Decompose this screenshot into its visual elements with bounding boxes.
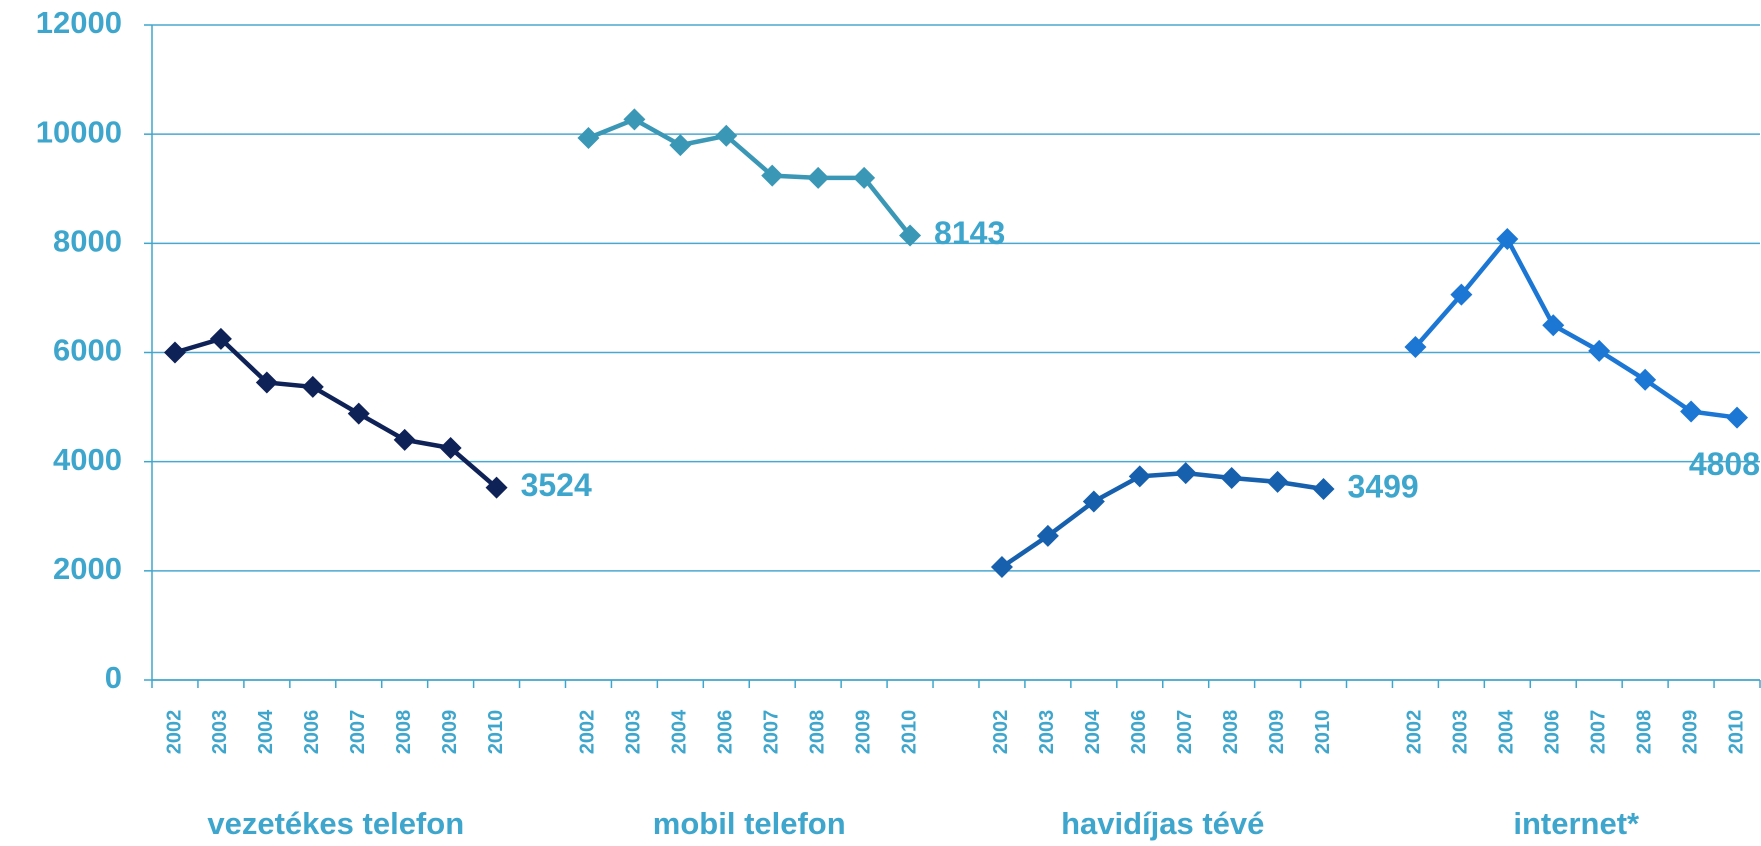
marker (163, 341, 186, 364)
data-label: 3524 (521, 467, 592, 503)
marker (899, 224, 922, 247)
x-tick-label: 2009 (1679, 710, 1701, 755)
x-tick-label: 2003 (209, 710, 231, 755)
x-tick-label: 2009 (1266, 710, 1288, 755)
marker (853, 166, 876, 189)
x-tick-label: 2003 (1036, 710, 1058, 755)
x-tick-label: 2003 (623, 710, 645, 755)
marker (1450, 283, 1473, 306)
marker (623, 108, 646, 131)
x-tick-label: 2010 (898, 710, 920, 755)
y-tick-label: 2000 (53, 551, 122, 586)
group-label: internet* (1513, 806, 1640, 841)
x-tick-label: 2007 (1174, 710, 1196, 755)
marker (990, 556, 1013, 579)
marker (669, 134, 692, 157)
marker (1726, 406, 1749, 429)
x-tick-label: 2002 (990, 710, 1012, 755)
marker (1542, 314, 1565, 337)
x-tick-label: 2007 (347, 710, 369, 755)
marker (1082, 490, 1105, 513)
x-tick-label: 2006 (715, 710, 737, 755)
x-tick-label: 2008 (1220, 710, 1242, 755)
marker (485, 476, 508, 499)
marker (761, 164, 784, 187)
data-label: 3499 (1348, 468, 1419, 504)
y-tick-label: 12000 (36, 5, 122, 40)
marker (1680, 400, 1703, 423)
x-tick-label: 2008 (393, 710, 415, 755)
marker (1588, 339, 1611, 362)
x-tick-label: 2008 (1633, 710, 1655, 755)
x-tick-label: 2006 (1542, 710, 1564, 755)
x-tick-label: 2009 (439, 710, 461, 755)
marker (301, 375, 324, 398)
y-tick-label: 8000 (53, 224, 122, 259)
data-label: 4808 (1689, 446, 1760, 482)
x-tick-label: 2009 (852, 710, 874, 755)
marker (1312, 478, 1335, 501)
x-tick-label: 2006 (1128, 710, 1150, 755)
x-tick-label: 2010 (1725, 710, 1747, 755)
series-line (1413, 234, 1738, 420)
marker (807, 166, 830, 189)
group-label: vezetékes telefon (207, 806, 464, 841)
marker (577, 126, 600, 149)
x-tick-label: 2010 (1312, 710, 1334, 755)
group-label: havidíjas tévé (1061, 806, 1264, 841)
marker (1128, 465, 1151, 488)
x-tick-label: 2004 (255, 709, 277, 754)
marker (1404, 336, 1427, 359)
marker (1634, 368, 1657, 391)
x-tick-label: 2007 (761, 710, 783, 755)
x-tick-label: 2002 (1404, 710, 1426, 755)
marker (1220, 467, 1243, 490)
marker (255, 371, 278, 394)
data-label: 8143 (934, 215, 1005, 251)
marker (439, 437, 462, 460)
marker (1496, 227, 1519, 250)
x-tick-label: 2007 (1587, 710, 1609, 755)
marker (715, 124, 738, 147)
x-tick-label: 2004 (669, 709, 691, 754)
marker (347, 402, 370, 425)
x-tick-label: 2003 (1450, 710, 1472, 755)
group-label: mobil telefon (653, 806, 846, 841)
y-tick-label: 0 (105, 660, 122, 695)
marker (1266, 470, 1289, 493)
x-tick-label: 2004 (1496, 709, 1518, 754)
marker (209, 327, 232, 350)
marker (393, 428, 416, 451)
y-tick-label: 10000 (36, 114, 122, 149)
x-tick-label: 2008 (806, 710, 828, 755)
x-tick-label: 2002 (577, 710, 599, 755)
y-tick-label: 6000 (53, 333, 122, 368)
series-line (174, 336, 499, 490)
marker (1174, 462, 1197, 485)
x-tick-label: 2004 (1082, 709, 1104, 754)
x-tick-label: 2006 (301, 710, 323, 755)
x-tick-label: 2002 (163, 710, 185, 755)
x-tick-label: 2010 (485, 710, 507, 755)
marker (1036, 524, 1059, 547)
y-tick-label: 4000 (53, 442, 122, 477)
